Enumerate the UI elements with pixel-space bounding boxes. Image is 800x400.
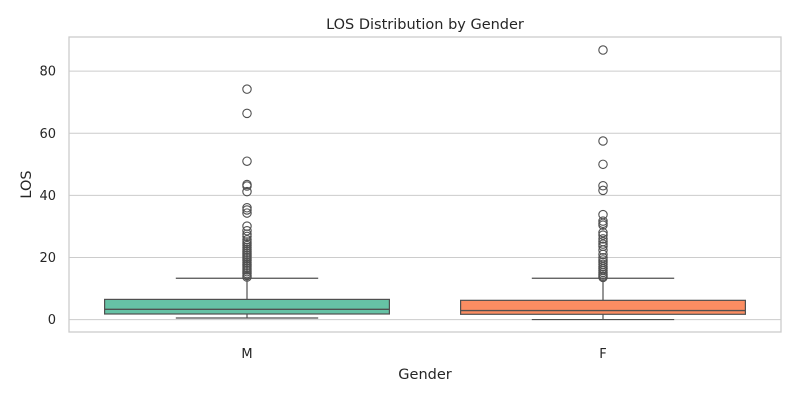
y-tick-label: 40	[39, 189, 56, 204]
outlier-point	[598, 220, 608, 230]
outlier-point	[242, 231, 252, 242]
outlier-point	[598, 230, 608, 240]
chart-title: LOS Distribution by Gender	[326, 17, 524, 33]
x-axis-label: Gender	[398, 367, 451, 383]
plot-frame	[68, 36, 782, 333]
box-iqr	[103, 298, 390, 315]
box-group-M	[103, 84, 390, 319]
outlier-point	[242, 156, 252, 166]
outlier-point	[242, 272, 252, 282]
outlier-point	[598, 180, 608, 191]
outlier-point	[598, 45, 608, 55]
outlier-point	[598, 159, 608, 170]
outlier-point	[598, 185, 608, 196]
y-tick-label: 20	[39, 251, 56, 266]
outlier-point	[598, 272, 608, 283]
x-tick-label: F	[599, 347, 606, 362]
outlier-point	[598, 234, 608, 244]
outlier-point	[242, 208, 252, 218]
grid-layer	[69, 70, 781, 321]
y-tick-label: 60	[39, 127, 56, 142]
outlier-point	[242, 186, 252, 197]
y-tick-label: 80	[39, 65, 56, 80]
y-axis-label: LOS	[19, 170, 35, 198]
outlier-point	[598, 227, 608, 238]
outlier-point	[598, 249, 608, 260]
x-tick-label: M	[241, 347, 252, 362]
box-iqr	[460, 299, 746, 315]
outlier-point	[242, 108, 252, 119]
box-group-F	[460, 45, 746, 321]
y-tick-label: 0	[48, 313, 56, 328]
outlier-point	[242, 84, 252, 94]
tick-layer: 0 20 40 60 80 M F	[39, 65, 606, 362]
box-layer	[103, 45, 746, 321]
outlier-point	[242, 181, 252, 191]
outlier-point	[598, 245, 608, 255]
outlier-point	[242, 205, 252, 215]
outlier-point	[598, 136, 608, 146]
outlier-point	[242, 226, 252, 236]
